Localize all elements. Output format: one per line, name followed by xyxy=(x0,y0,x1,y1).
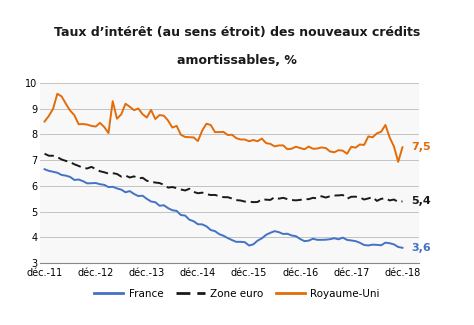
Text: 3,6: 3,6 xyxy=(411,243,431,253)
Text: Taux d’intérêt (au sens étroit) des nouveaux crédits: Taux d’intérêt (au sens étroit) des nouv… xyxy=(54,26,420,39)
Text: 5,4: 5,4 xyxy=(411,196,431,206)
Legend: France, Zone euro, Royaume-Uni: France, Zone euro, Royaume-Uni xyxy=(90,285,384,303)
Text: amortissables, %: amortissables, % xyxy=(177,54,297,67)
Text: 7,5: 7,5 xyxy=(411,142,430,152)
